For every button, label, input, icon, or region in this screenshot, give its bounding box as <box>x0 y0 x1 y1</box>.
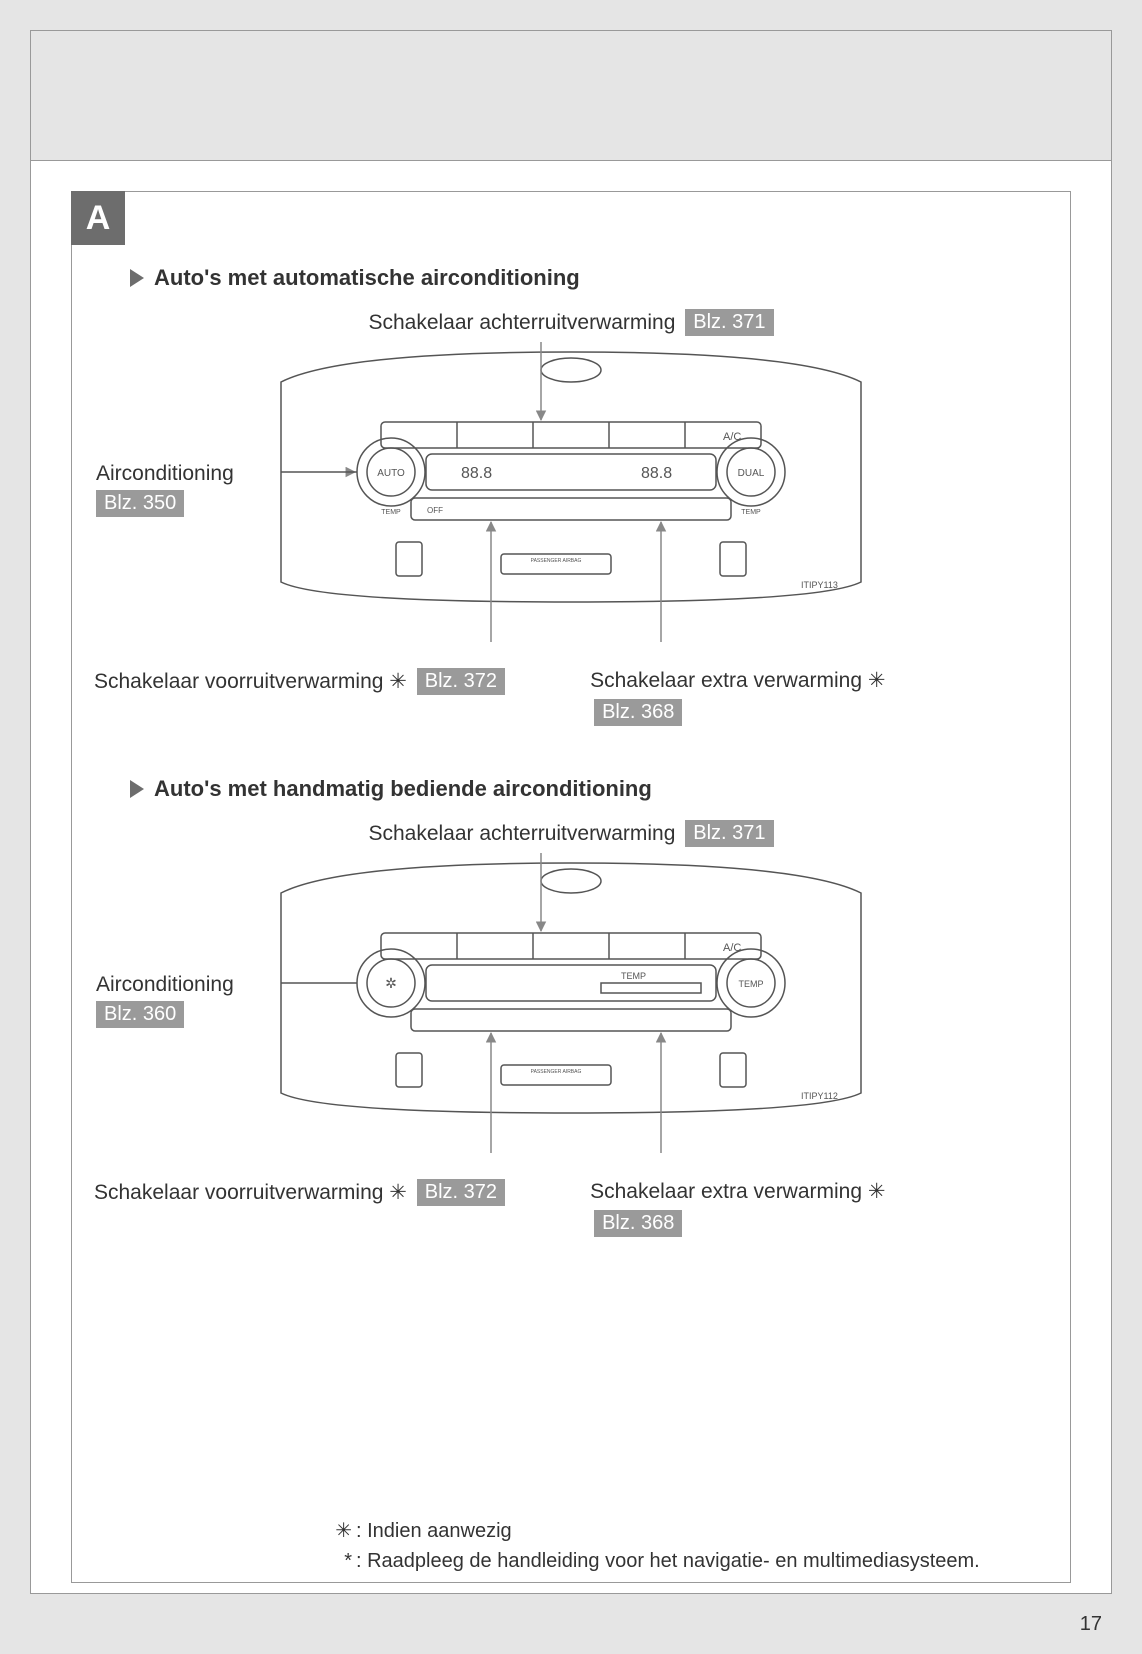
dial-right-label: TEMP <box>738 979 763 989</box>
diagram-code: ITIPY112 <box>801 1091 838 1101</box>
display-left: 88.8 <box>461 465 492 482</box>
top-label-row: Schakelaar achterruitverwarming Blz. 371 <box>90 820 1052 847</box>
page-ref-badge[interactable]: Blz. 371 <box>685 820 773 847</box>
airbag-label: PASSENGER AIRBAG <box>531 1069 582 1075</box>
header-band <box>30 30 1112 160</box>
footnote-text: : Indien aanwezig <box>356 1516 512 1546</box>
svg-text:✲: ✲ <box>385 975 397 991</box>
diagram-code: ITIPY113 <box>801 580 838 590</box>
footnote-mark: * <box>332 1546 352 1576</box>
footnote-mark: ✳ <box>332 1516 352 1546</box>
bottom-right: Schakelaar extra verwarming ✳ Blz. 368 <box>590 1179 1048 1237</box>
section-title: Auto's met automatische airconditioning <box>154 265 580 291</box>
bottom-labels: Schakelaar voorruitverwarming ✳ Blz. 372… <box>90 1179 1052 1237</box>
dial-left-label: AUTO <box>377 468 405 479</box>
triangle-icon <box>130 269 144 287</box>
diagram-wrap: Airconditioning Blz. 360 A/C TEMP <box>90 853 1052 1173</box>
triangle-icon <box>130 780 144 798</box>
section-tab: A <box>71 191 125 245</box>
bottom-labels: Schakelaar voorruitverwarming ✳ Blz. 372… <box>90 668 1052 726</box>
footnote-text: : Raadpleeg de handleiding voor het navi… <box>356 1546 980 1576</box>
temp-l: TEMP <box>381 509 401 516</box>
side-label: Airconditioning Blz. 360 <box>96 973 234 1028</box>
side-label-text: Airconditioning <box>96 973 234 997</box>
page-number: 17 <box>1080 1613 1102 1636</box>
bl-text: Schakelaar voorruitverwarming ✳ <box>94 670 407 693</box>
bottom-left: Schakelaar voorruitverwarming ✳ Blz. 372 <box>94 668 571 695</box>
page-ref-badge[interactable]: Blz. 372 <box>417 1179 505 1206</box>
br-text: Schakelaar extra verwarming ✳ <box>590 1179 1048 1204</box>
section-title-row: Auto's met automatische airconditioning <box>130 265 1052 291</box>
bottom-right: Schakelaar extra verwarming ✳ Blz. 368 <box>590 668 1048 726</box>
inner-frame: A Auto's met automatische airconditionin… <box>71 191 1071 1583</box>
top-label: Schakelaar achterruitverwarming <box>368 822 675 845</box>
temp-r: TEMP <box>741 509 761 516</box>
airbag-label: PASSENGER AIRBAG <box>531 558 582 564</box>
top-label: Schakelaar achterruitverwarming <box>368 311 675 334</box>
display-right: 88.8 <box>641 465 672 482</box>
top-label-row: Schakelaar achterruitverwarming Blz. 371 <box>90 309 1052 336</box>
side-label-text: Airconditioning <box>96 462 234 486</box>
section-title-row: Auto's met handmatig bediende airconditi… <box>130 776 1052 802</box>
page-ref-badge[interactable]: Blz. 371 <box>685 309 773 336</box>
diagram-wrap: Airconditioning Blz. 350 <box>90 342 1052 662</box>
section-manual: Auto's met handmatig bediende airconditi… <box>72 736 1070 1247</box>
console-diagram: A/C 88.8 88.8 AUTO TEMP DUAL TEMP <box>261 342 881 642</box>
content-box: A Auto's met automatische airconditionin… <box>30 160 1112 1594</box>
side-label: Airconditioning Blz. 350 <box>96 462 234 517</box>
display-right: TEMP <box>621 971 646 981</box>
off-label: OFF <box>427 506 443 515</box>
bottom-left: Schakelaar voorruitverwarming ✳ Blz. 372 <box>94 1179 571 1206</box>
page-ref-badge[interactable]: Blz. 372 <box>417 668 505 695</box>
page: A Auto's met automatische airconditionin… <box>0 0 1142 1654</box>
page-ref-badge[interactable]: Blz. 368 <box>594 1210 682 1237</box>
page-ref-badge[interactable]: Blz. 360 <box>96 1001 184 1028</box>
dial-right-label: DUAL <box>738 468 765 479</box>
ac-label: A/C <box>723 942 741 954</box>
section-automatic: Auto's met automatische airconditioning … <box>72 245 1070 736</box>
ac-label: A/C <box>723 431 741 443</box>
page-ref-badge[interactable]: Blz. 350 <box>96 490 184 517</box>
bl-text: Schakelaar voorruitverwarming ✳ <box>94 1181 407 1204</box>
console-diagram: A/C TEMP ✲ TEMP PASSEN <box>261 853 881 1153</box>
section-title: Auto's met handmatig bediende airconditi… <box>154 776 652 802</box>
br-text: Schakelaar extra verwarming ✳ <box>590 668 1048 693</box>
footnotes: ✳ : Indien aanwezig * : Raadpleeg de han… <box>332 1516 980 1576</box>
page-ref-badge[interactable]: Blz. 368 <box>594 699 682 726</box>
